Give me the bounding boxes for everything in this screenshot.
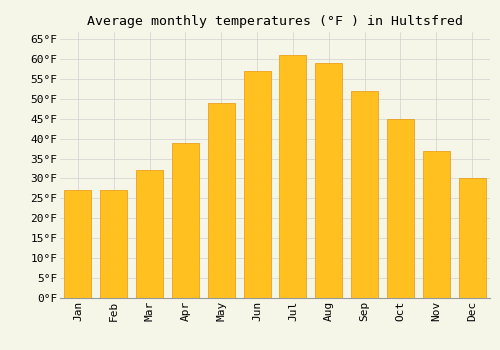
Bar: [172, 143, 199, 298]
Bar: [423, 150, 450, 298]
Bar: [458, 178, 485, 298]
Bar: [351, 91, 378, 298]
Bar: [208, 103, 234, 298]
Title: Average monthly temperatures (°F ) in Hultsfred: Average monthly temperatures (°F ) in Hu…: [87, 15, 463, 28]
Bar: [100, 190, 127, 298]
Bar: [316, 63, 342, 298]
Bar: [280, 55, 306, 298]
Bar: [387, 119, 414, 298]
Bar: [64, 190, 92, 298]
Bar: [136, 170, 163, 298]
Bar: [244, 71, 270, 298]
